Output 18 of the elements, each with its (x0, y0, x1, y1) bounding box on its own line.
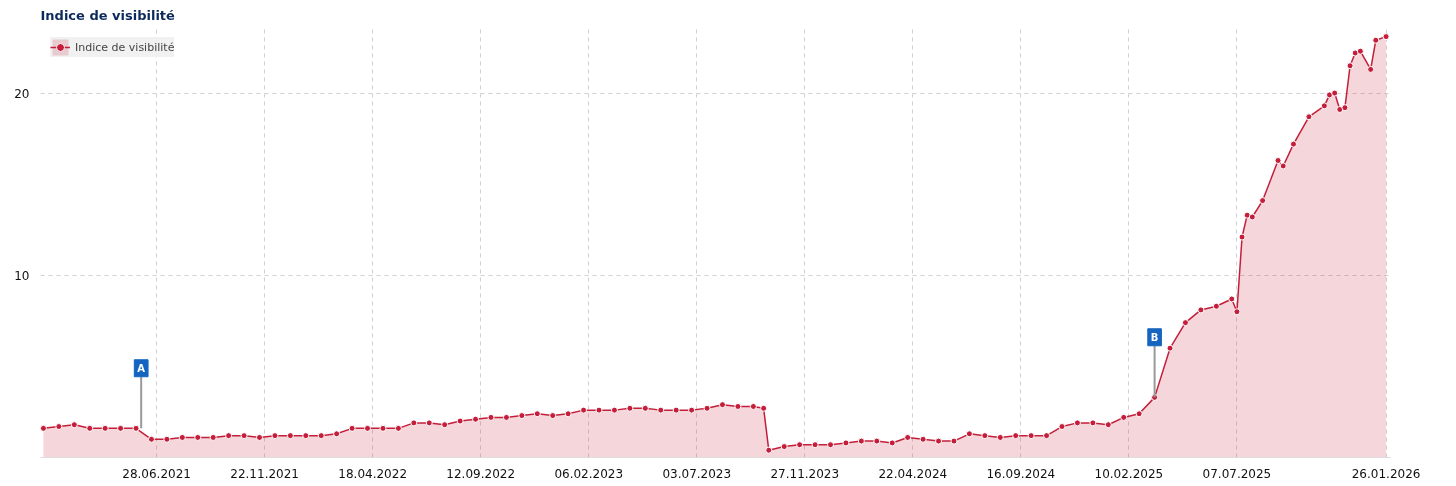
x-tick-label: 12.09.2022 (446, 466, 516, 481)
annotation: B (1150, 331, 1159, 343)
x-tick-label: 03.07.2023 (662, 466, 732, 481)
y-tick-label: 10 (14, 268, 30, 283)
y-tick-label: 20 (14, 86, 30, 101)
x-tick-label: 27.11.2023 (770, 466, 840, 481)
x-tick-label: 16.09.2024 (986, 466, 1056, 481)
x-tick-label: 22.04.2024 (878, 466, 948, 481)
x-tick-label: 28.06.2021 (122, 466, 191, 481)
x-tick-label: 26.01.2026 (1351, 466, 1421, 481)
x-tick-label: 18.04.2022 (338, 466, 408, 481)
annotation: A (137, 362, 146, 374)
x-tick-label: 22.11.2021 (230, 466, 300, 481)
x-tick-label: 07.07.2025 (1202, 466, 1272, 481)
x-tick-label: 06.02.2023 (554, 466, 624, 481)
legend-label: Indice de visibilité (75, 40, 175, 54)
chart-title: Indice de visibilité (40, 7, 176, 23)
x-tick-label: 10.02.2025 (1094, 466, 1164, 481)
